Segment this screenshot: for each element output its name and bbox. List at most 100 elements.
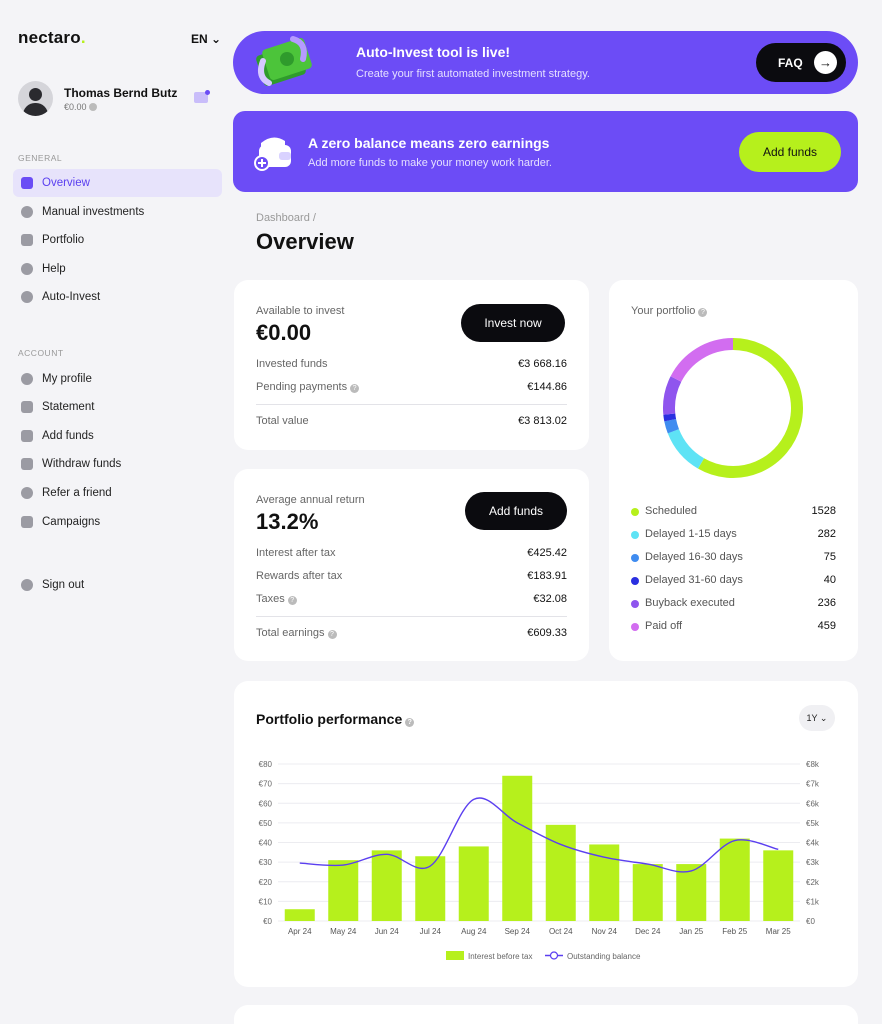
- auto-invest-icon: [21, 291, 33, 303]
- banner-add-funds-button[interactable]: Add funds: [739, 132, 841, 172]
- legend-bar-label: Interest before tax: [468, 952, 532, 961]
- donut-segment-4[interactable]: [663, 376, 682, 415]
- x-tick-label: Apr 24: [288, 927, 312, 936]
- info-icon[interactable]: ?: [698, 308, 708, 317]
- y-left-tick-label: €20: [259, 878, 273, 887]
- eye-icon[interactable]: [88, 103, 97, 111]
- bar-may-24[interactable]: [328, 860, 359, 921]
- info-icon[interactable]: ?: [405, 718, 415, 727]
- add-funds-button[interactable]: Add funds: [465, 492, 567, 530]
- bar-chart-icon: [21, 234, 33, 246]
- sidebar-item-overview[interactable]: Overview: [13, 169, 222, 197]
- pending-payments-value: €144.86: [527, 381, 567, 393]
- bar-dec-24[interactable]: [632, 864, 663, 921]
- sidebar-item-campaigns[interactable]: Campaigns: [13, 508, 222, 536]
- mail-icon[interactable]: [194, 90, 210, 103]
- section-general: GENERAL: [18, 153, 63, 163]
- bar-apr-24[interactable]: [284, 909, 315, 921]
- y-right-tick-label: €8k: [806, 760, 820, 769]
- bar-mar-25[interactable]: [763, 850, 794, 921]
- range-selector[interactable]: 1Y ⌄: [799, 705, 835, 731]
- x-tick-label: May 24: [330, 927, 357, 936]
- total-value-label: Total value: [256, 415, 309, 427]
- next-card: [234, 1005, 858, 1024]
- y-left-tick-label: €70: [259, 780, 273, 789]
- info-icon[interactable]: ?: [287, 596, 297, 605]
- sidebar-item-refer-friend[interactable]: Refer a friend: [13, 479, 222, 507]
- money-stack-icon: [256, 36, 312, 86]
- zero-balance-subtitle: Add more funds to make your money work h…: [308, 157, 552, 169]
- sidebar-item-statement[interactable]: Statement: [13, 393, 222, 421]
- invested-funds-label: Invested funds: [256, 358, 328, 370]
- y-left-tick-label: €30: [259, 858, 273, 867]
- y-left-tick-label: €40: [259, 839, 273, 848]
- autoinvest-banner: Auto-Invest tool is live! Create your fi…: [233, 31, 858, 94]
- sidebar-item-my-profile[interactable]: My profile: [13, 365, 222, 393]
- info-icon[interactable]: ?: [350, 384, 360, 393]
- breadcrumb[interactable]: Dashboard /: [256, 212, 316, 224]
- user-icon: [21, 373, 33, 385]
- sidebar-item-auto-invest[interactable]: Auto-Invest: [13, 283, 222, 311]
- donut-segment-3[interactable]: [663, 413, 677, 422]
- bar-aug-24[interactable]: [458, 846, 489, 921]
- interest-after-tax-value: €425.42: [527, 547, 567, 559]
- rewards-after-tax-value: €183.91: [527, 570, 567, 582]
- legend-label: Scheduled: [645, 505, 697, 517]
- language-selector[interactable]: EN ⌄: [191, 32, 222, 46]
- wallet-minus-icon: [21, 458, 33, 470]
- bar-jul-24[interactable]: [415, 856, 446, 921]
- legend-dot: [631, 623, 639, 631]
- portfolio-title: Your portfolio?: [631, 305, 708, 317]
- sidebar-item-add-funds[interactable]: Add funds: [13, 422, 222, 450]
- donut-segment-0[interactable]: [698, 338, 803, 478]
- bar-nov-24[interactable]: [589, 844, 620, 921]
- wallet-icon: [254, 137, 291, 171]
- y-left-tick-label: €60: [259, 799, 273, 808]
- legend-value: 236: [817, 597, 836, 609]
- y-left-tick-label: €80: [259, 760, 273, 769]
- portfolio-donut-chart: [663, 338, 803, 478]
- zero-balance-banner: A zero balance means zero earnings Add m…: [233, 111, 858, 192]
- legend-value: 1528: [811, 505, 836, 517]
- user-plus-icon: [21, 487, 33, 499]
- legend-dot: [631, 531, 639, 539]
- zero-balance-title: A zero balance means zero earnings: [308, 135, 550, 151]
- taxes-value: €32.08: [533, 593, 567, 605]
- faq-button[interactable]: FAQ →: [756, 43, 846, 82]
- sign-out-button[interactable]: Sign out: [13, 571, 222, 599]
- donut-segment-1[interactable]: [667, 428, 705, 469]
- dashboard-icon: [21, 177, 33, 189]
- sidebar-item-help[interactable]: Help: [13, 255, 222, 283]
- user-profile[interactable]: Thomas Bernd Butz €0.00: [18, 81, 218, 117]
- autoinvest-subtitle: Create your first automated investment s…: [356, 68, 590, 80]
- bar-oct-24[interactable]: [545, 824, 576, 921]
- bar-jan-25[interactable]: [676, 864, 707, 921]
- x-tick-label: Jan 25: [679, 927, 704, 936]
- donut-segment-2[interactable]: [664, 418, 680, 434]
- arrow-right-icon: →: [814, 51, 837, 74]
- bar-sep-24[interactable]: [502, 775, 533, 921]
- bar-feb-25[interactable]: [719, 838, 750, 921]
- sidebar-item-manual-investments[interactable]: Manual investments: [13, 198, 222, 226]
- legend-dot: [631, 600, 639, 608]
- x-tick-label: Nov 24: [592, 927, 618, 936]
- invest-now-button[interactable]: Invest now: [461, 304, 565, 342]
- legend-label: Delayed 16-30 days: [645, 551, 743, 563]
- info-icon[interactable]: ?: [327, 630, 337, 639]
- sidebar-item-portfolio[interactable]: Portfolio: [13, 226, 222, 254]
- x-tick-label: Sep 24: [505, 927, 531, 936]
- rewards-after-tax-label: Rewards after tax: [256, 570, 343, 582]
- shield-icon: [21, 516, 33, 528]
- legend-value: 282: [817, 528, 836, 540]
- brand-logo[interactable]: nectaro.: [18, 28, 86, 47]
- divider: [256, 616, 567, 617]
- wallet-plus-icon: [21, 430, 33, 442]
- x-tick-label: Jul 24: [420, 927, 442, 936]
- y-right-tick-label: €1k: [806, 897, 820, 906]
- legend-value: 40: [823, 574, 836, 586]
- x-tick-label: Mar 25: [766, 927, 791, 936]
- bar-jun-24[interactable]: [371, 850, 402, 921]
- divider: [256, 404, 567, 405]
- sidebar-item-withdraw-funds[interactable]: Withdraw funds: [13, 450, 222, 478]
- donut-segment-5[interactable]: [670, 338, 734, 382]
